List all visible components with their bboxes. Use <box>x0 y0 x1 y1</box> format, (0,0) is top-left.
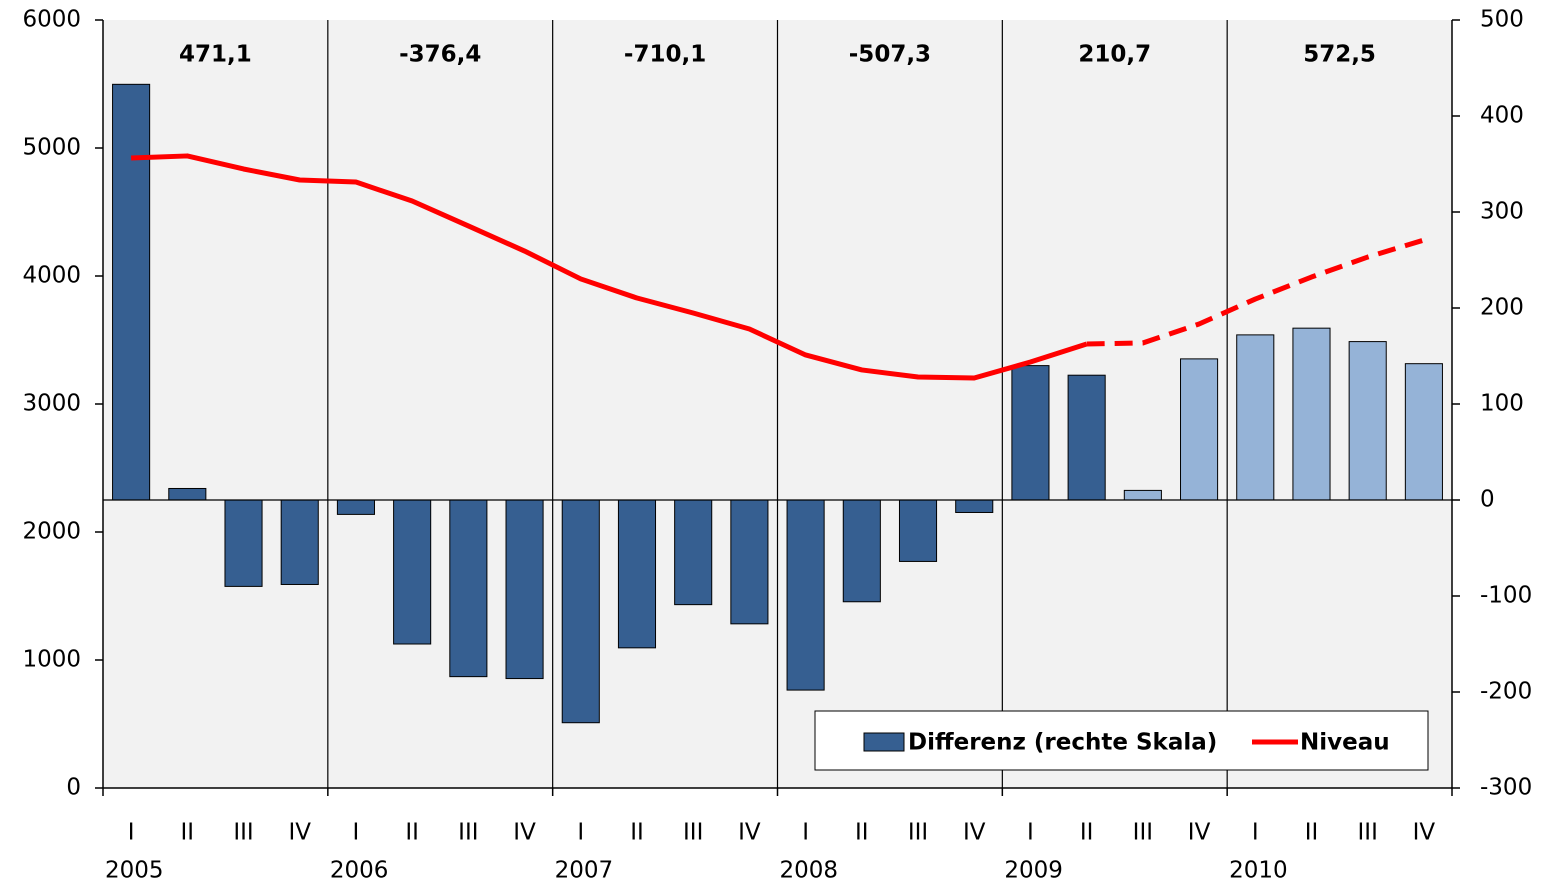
y2-tick-label: -100 <box>1480 583 1532 609</box>
y2-tick-label: -200 <box>1480 679 1532 705</box>
y-tick-label: 0 <box>66 775 81 801</box>
year-label: 2005 <box>105 858 164 884</box>
x-tick-label: III <box>683 820 703 846</box>
x-tick-label: IV <box>1188 820 1211 846</box>
y-tick-label: 5000 <box>22 135 81 161</box>
y2-tick-label: 100 <box>1480 391 1524 417</box>
legend-label: Niveau <box>1300 730 1390 756</box>
bar <box>1292 327 1331 501</box>
bar <box>224 499 263 587</box>
x-tick-label: I <box>802 820 809 846</box>
y2-tick-label: 0 <box>1480 487 1495 513</box>
x-tick-label: III <box>1358 820 1378 846</box>
bar <box>674 499 713 606</box>
bar <box>1236 334 1275 501</box>
bar <box>112 83 151 501</box>
year-total: 471,1 <box>179 42 252 68</box>
bar <box>730 499 769 625</box>
year-label: 2006 <box>330 858 389 884</box>
year-total: -376,4 <box>399 42 481 68</box>
bar <box>1011 365 1050 501</box>
bar <box>898 499 938 562</box>
bar <box>617 499 657 649</box>
x-tick-label: III <box>458 820 478 846</box>
bar <box>1123 489 1162 501</box>
line <box>131 153 1088 381</box>
x-tick-label: II <box>855 820 869 846</box>
y2-tick-label: -300 <box>1480 775 1532 801</box>
x-tick-label: II <box>405 820 419 846</box>
year-total: 210,7 <box>1078 42 1151 68</box>
bar <box>505 499 544 680</box>
x-tick-label: I <box>128 820 135 846</box>
bar <box>1180 358 1219 501</box>
x-tick-label: III <box>908 820 928 846</box>
bar <box>1348 341 1387 501</box>
year-total: 572,5 <box>1303 42 1376 68</box>
y2-tick-label: 400 <box>1480 103 1524 129</box>
year-label: 2008 <box>780 858 839 884</box>
bar <box>1404 363 1443 501</box>
y2-tick-label: 500 <box>1480 7 1524 33</box>
year-total: -710,1 <box>624 42 706 68</box>
year-label: 2010 <box>1229 858 1288 884</box>
line-dashed <box>1086 237 1425 347</box>
x-tick-label: IV <box>738 820 761 846</box>
bar <box>786 499 825 691</box>
x-tick-label: IV <box>1413 820 1436 846</box>
x-tick-label: I <box>353 820 360 846</box>
y-tick-label: 2000 <box>22 519 81 545</box>
x-tick-label: III <box>1133 820 1153 846</box>
bar <box>955 499 994 513</box>
bar <box>280 499 319 585</box>
year-total: -507,3 <box>849 42 931 68</box>
y-tick-label: 1000 <box>22 647 81 673</box>
x-tick-label: II <box>630 820 644 846</box>
x-tick-label: I <box>577 820 584 846</box>
legend-label: Differenz (rechte Skala) <box>908 730 1217 756</box>
x-tick-label: III <box>233 820 253 846</box>
y-tick-label: 4000 <box>22 263 81 289</box>
bar <box>449 499 488 678</box>
x-tick-label: II <box>1305 820 1319 846</box>
x-tick-label: IV <box>513 820 536 846</box>
y2-tick-label: 200 <box>1480 295 1524 321</box>
x-tick-label: IV <box>963 820 986 846</box>
bar <box>561 499 600 724</box>
x-tick-label: II <box>181 820 195 846</box>
bar <box>393 499 432 645</box>
year-label: 2009 <box>1004 858 1063 884</box>
legend-box <box>814 710 1429 771</box>
bar <box>336 499 375 515</box>
x-tick-label: II <box>1080 820 1094 846</box>
legend-swatch <box>863 732 905 752</box>
y2-tick-label: 300 <box>1480 199 1524 225</box>
y-tick-label: 3000 <box>22 391 81 417</box>
x-tick-label: I <box>1252 820 1259 846</box>
year-label: 2007 <box>555 858 614 884</box>
bar <box>168 487 207 501</box>
x-tick-label: I <box>1027 820 1034 846</box>
y-tick-label: 6000 <box>22 7 81 33</box>
bar <box>1067 374 1106 501</box>
x-tick-label: IV <box>288 820 311 846</box>
bar <box>842 499 881 603</box>
